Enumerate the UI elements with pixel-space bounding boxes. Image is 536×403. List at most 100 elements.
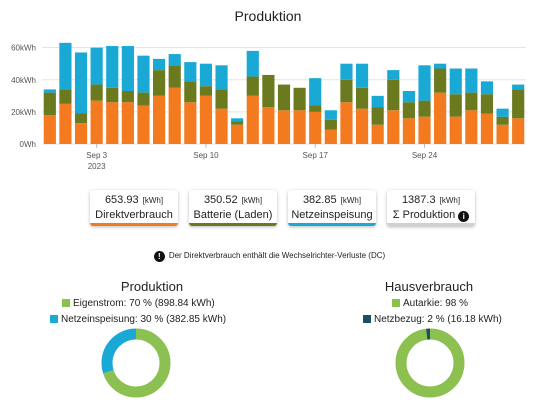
bar-segment[interactable] bbox=[293, 87, 306, 111]
bar-segment[interactable] bbox=[355, 87, 369, 109]
bar-segment[interactable] bbox=[43, 115, 56, 144]
bar-segment[interactable] bbox=[231, 118, 244, 122]
bar-segment[interactable] bbox=[402, 102, 415, 119]
bar-segment[interactable] bbox=[215, 108, 228, 144]
bar-segment[interactable] bbox=[277, 84, 291, 111]
bar-segment[interactable] bbox=[121, 46, 134, 91]
bar-segment[interactable] bbox=[74, 113, 88, 124]
bar-segment[interactable] bbox=[418, 116, 431, 144]
bar-segment[interactable] bbox=[121, 102, 134, 144]
bar-segment[interactable] bbox=[496, 124, 509, 144]
legend-text: Netzbezug: 2 % (16.18 kWh) bbox=[374, 314, 502, 325]
bar-segment[interactable] bbox=[480, 94, 494, 114]
bar-segment[interactable] bbox=[434, 63, 447, 69]
bar-segment[interactable] bbox=[418, 100, 431, 117]
bar-segment[interactable] bbox=[215, 89, 228, 109]
bar-segment[interactable] bbox=[262, 107, 275, 144]
bar-segment[interactable] bbox=[106, 102, 119, 144]
bar-segment[interactable] bbox=[231, 121, 244, 125]
bar-segment[interactable] bbox=[402, 118, 415, 144]
bar-segment[interactable] bbox=[90, 100, 103, 144]
bar-segment[interactable] bbox=[449, 94, 462, 117]
bar-segment[interactable] bbox=[59, 42, 72, 90]
bar-segment[interactable] bbox=[418, 65, 431, 101]
card-value: 382.85 bbox=[302, 194, 337, 206]
bar-segment[interactable] bbox=[43, 89, 56, 93]
bar-segment[interactable] bbox=[262, 74, 275, 108]
bar-segment[interactable] bbox=[355, 63, 369, 88]
bar-segment[interactable] bbox=[512, 118, 525, 144]
bar-segment[interactable] bbox=[184, 81, 197, 103]
bar-segment[interactable] bbox=[402, 91, 415, 103]
bar-segment[interactable] bbox=[434, 92, 447, 144]
bar-segment[interactable] bbox=[293, 110, 306, 144]
bar-segment[interactable] bbox=[465, 68, 478, 93]
bar-segment[interactable] bbox=[465, 92, 478, 111]
bar-segment[interactable] bbox=[199, 63, 213, 87]
bar-segment[interactable] bbox=[277, 110, 291, 144]
bar-segment[interactable] bbox=[90, 47, 103, 85]
bar-segment[interactable] bbox=[512, 89, 525, 119]
bar-segment[interactable] bbox=[121, 91, 134, 103]
bar-segment[interactable] bbox=[449, 68, 462, 95]
bar-segment[interactable] bbox=[309, 111, 322, 144]
bar-segment[interactable] bbox=[168, 65, 181, 88]
bar-segment[interactable] bbox=[153, 95, 166, 144]
bar-segment[interactable] bbox=[371, 107, 384, 125]
bar-segment[interactable] bbox=[59, 103, 72, 144]
bar-segment[interactable] bbox=[340, 79, 353, 103]
bar-segment[interactable] bbox=[168, 54, 181, 66]
card-netzeinspeisung[interactable]: 382.85 [kWh] Netzeinspeisung bbox=[288, 190, 376, 226]
bar-segment[interactable] bbox=[309, 78, 322, 106]
bar-segment[interactable] bbox=[480, 113, 494, 144]
bar-segment[interactable] bbox=[309, 105, 322, 112]
bar-segment[interactable] bbox=[184, 62, 197, 82]
bar-segment[interactable] bbox=[355, 108, 369, 144]
bar-segment[interactable] bbox=[340, 63, 353, 80]
card-summe-produktion[interactable]: 1387.3 [kWh] Σ Produktion i bbox=[387, 190, 475, 226]
bar-segment[interactable] bbox=[387, 79, 400, 111]
bar-segment[interactable] bbox=[199, 86, 213, 96]
bar-segment[interactable] bbox=[90, 84, 103, 101]
card-batterie[interactable]: 350.52 [kWh] Batterie (Laden) bbox=[189, 190, 277, 226]
bar-segment[interactable] bbox=[465, 110, 478, 144]
bar-segment[interactable] bbox=[512, 84, 525, 90]
bar-segment[interactable] bbox=[246, 50, 259, 77]
bar-segment[interactable] bbox=[434, 68, 447, 93]
bar-segment[interactable] bbox=[231, 124, 244, 144]
bar-segment[interactable] bbox=[246, 76, 259, 96]
bar-segment[interactable] bbox=[168, 87, 181, 144]
bar-segment[interactable] bbox=[324, 110, 337, 120]
donut-segment[interactable] bbox=[395, 328, 465, 398]
bar-segment[interactable] bbox=[153, 58, 166, 71]
bar-segment[interactable] bbox=[43, 92, 56, 116]
bar-segment[interactable] bbox=[324, 129, 337, 144]
bar-segment[interactable] bbox=[199, 95, 213, 144]
bar-segment[interactable] bbox=[496, 116, 509, 125]
donut-segment[interactable] bbox=[395, 328, 465, 398]
bar-segment[interactable] bbox=[246, 95, 259, 144]
bar-segment[interactable] bbox=[371, 124, 384, 144]
bar-segment[interactable] bbox=[74, 52, 88, 114]
card-direktverbrauch[interactable]: 653.93 [kWh] Direktverbrauch bbox=[90, 190, 178, 226]
bar-segment[interactable] bbox=[387, 110, 400, 144]
bar-segment[interactable] bbox=[387, 70, 400, 80]
bar-segment[interactable] bbox=[153, 70, 166, 96]
bar-segment[interactable] bbox=[480, 81, 494, 95]
donut-segment[interactable] bbox=[101, 328, 171, 398]
bar-segment[interactable] bbox=[449, 116, 462, 144]
bar-segment[interactable] bbox=[106, 87, 119, 103]
bar-segment[interactable] bbox=[137, 92, 150, 106]
bar-segment[interactable] bbox=[184, 102, 197, 144]
bar-segment[interactable] bbox=[137, 105, 150, 144]
bar-segment[interactable] bbox=[74, 123, 88, 144]
bar-segment[interactable] bbox=[324, 119, 337, 130]
bar-segment[interactable] bbox=[215, 65, 228, 90]
info-icon[interactable]: i bbox=[458, 211, 470, 222]
bar-segment[interactable] bbox=[137, 55, 150, 93]
bar-segment[interactable] bbox=[59, 89, 72, 104]
bar-segment[interactable] bbox=[340, 102, 353, 144]
bar-segment[interactable] bbox=[106, 46, 119, 88]
bar-segment[interactable] bbox=[496, 108, 509, 117]
bar-segment[interactable] bbox=[371, 95, 384, 108]
